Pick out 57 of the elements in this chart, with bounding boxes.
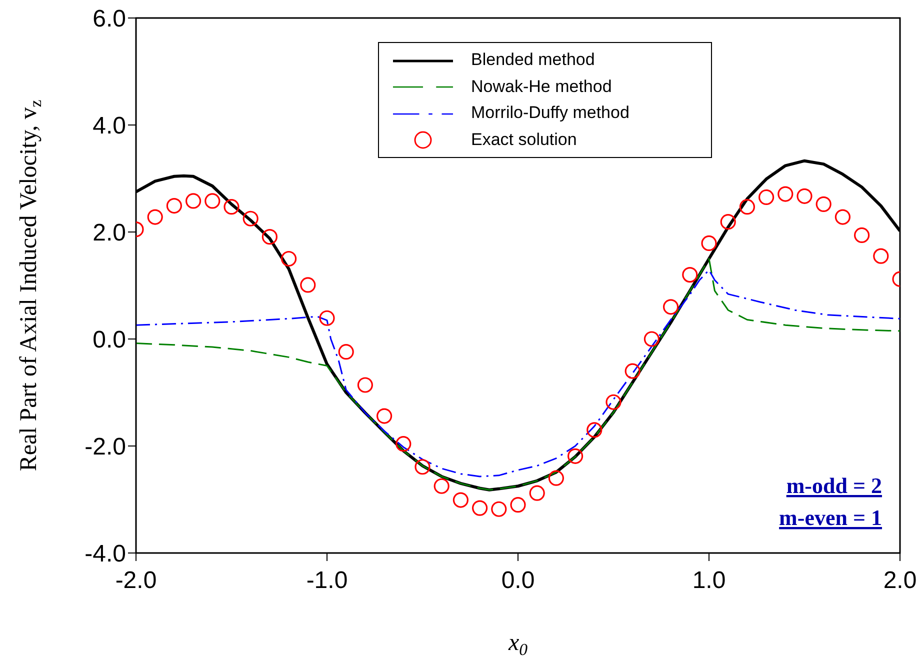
point [720, 214, 736, 230]
point [682, 267, 698, 283]
point [873, 248, 889, 264]
point [778, 186, 794, 202]
point [586, 422, 602, 438]
annotation: m-odd = 2 [786, 473, 882, 498]
x-axis-title: x$_{0}$ [507, 630, 528, 660]
point [319, 310, 335, 326]
point [701, 235, 717, 252]
point [434, 478, 450, 494]
point [796, 188, 812, 204]
point [242, 210, 258, 226]
y-tick-label: 6.0 [92, 6, 126, 33]
point [739, 199, 755, 215]
point [606, 394, 622, 410]
point [186, 193, 202, 209]
point [758, 189, 774, 206]
y-tick-label: -4.0 [84, 540, 126, 568]
point [147, 209, 163, 225]
point [854, 227, 870, 244]
point [414, 459, 430, 475]
legend-label: Nowak-He method [471, 76, 612, 96]
point [204, 193, 220, 209]
point [472, 500, 488, 516]
point [166, 198, 182, 214]
x-tick-label: 2.0 [883, 567, 917, 594]
x-tick-label: -1.0 [306, 567, 348, 594]
x-tick-label: 1.0 [692, 567, 726, 594]
legend-label: Exact solution [471, 130, 577, 149]
point [510, 497, 526, 513]
point [529, 485, 545, 501]
point [357, 377, 373, 393]
point [452, 492, 468, 508]
point [624, 363, 640, 379]
point [663, 299, 679, 315]
point [548, 470, 564, 486]
point [300, 277, 316, 293]
y-tick-label: 2.0 [92, 220, 126, 247]
point [491, 501, 507, 517]
y-tick-label: -2.0 [84, 434, 126, 461]
point [644, 331, 660, 347]
legend-label: Morrilo-Duffy method [471, 103, 630, 122]
annotation: m-even = 1 [779, 505, 882, 530]
point [816, 196, 832, 212]
point [396, 436, 412, 452]
point [568, 448, 584, 464]
point [376, 408, 392, 424]
point [338, 344, 354, 360]
point [281, 250, 297, 267]
x-tick-label: -2.0 [115, 567, 157, 594]
point [262, 229, 278, 245]
x-tick-label: 0.0 [501, 567, 535, 594]
point [224, 199, 240, 215]
legend-label: Blended method [471, 50, 595, 69]
y-tick-label: 4.0 [92, 112, 126, 140]
point [834, 209, 850, 225]
y-tick-label: 0.0 [92, 326, 126, 354]
